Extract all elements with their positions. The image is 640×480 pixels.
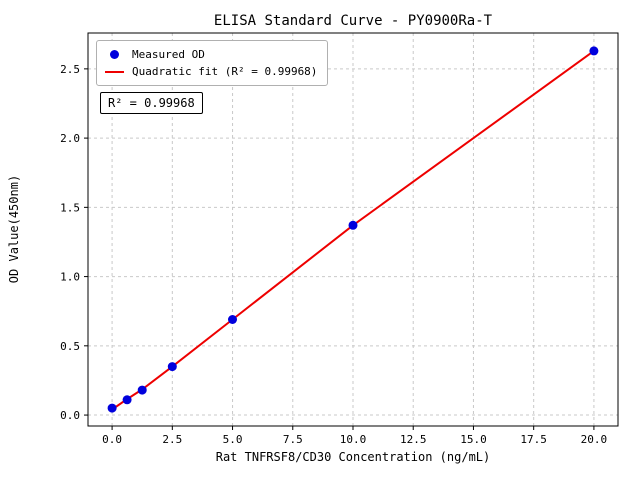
x-tick-label: 17.5 (520, 433, 547, 446)
r-squared-annotation: R² = 0.99968 (100, 92, 203, 114)
data-point (122, 395, 132, 405)
x-tick-label: 10.0 (340, 433, 367, 446)
legend: Measured OD Quadratic fit (R² = 0.99968) (96, 40, 329, 86)
chart-title: ELISA Standard Curve - PY0900Ra-T (213, 13, 493, 29)
red-line-marker-icon (105, 70, 124, 73)
legend-label-fit: Quadratic fit (R² = 0.99968) (132, 65, 318, 78)
x-axis-label: Rat TNFRSF8/CD30 Concentration (ng/mL) (215, 450, 491, 464)
data-point (137, 385, 147, 395)
blue-dot-marker-icon (110, 50, 119, 59)
y-tick-label: 0.5 (60, 340, 80, 353)
y-tick-label: 2.0 (60, 132, 80, 145)
y-axis-label: OD Value(450nm) (7, 174, 21, 284)
y-tick-label: 1.0 (60, 271, 80, 284)
y-tick-label: 0.0 (60, 409, 80, 422)
legend-item-measured: Measured OD (105, 46, 317, 63)
data-point (167, 362, 177, 372)
data-point (589, 46, 599, 56)
legend-label-measured: Measured OD (132, 48, 205, 61)
y-tick-label: 2.5 (60, 63, 80, 76)
x-tick-label: 7.5 (283, 433, 303, 446)
data-point (107, 403, 117, 413)
x-tick-label: 12.5 (400, 433, 427, 446)
x-tick-label: 15.0 (460, 433, 487, 446)
x-tick-label: 20.0 (581, 433, 608, 446)
x-tick-label: 2.5 (162, 433, 182, 446)
x-tick-label: 0.0 (102, 433, 122, 446)
data-point (348, 220, 358, 230)
y-tick-label: 1.5 (60, 201, 80, 214)
data-point (228, 315, 237, 324)
x-tick-label: 5.0 (223, 433, 243, 446)
legend-item-fit: Quadratic fit (R² = 0.99968) (105, 63, 317, 80)
